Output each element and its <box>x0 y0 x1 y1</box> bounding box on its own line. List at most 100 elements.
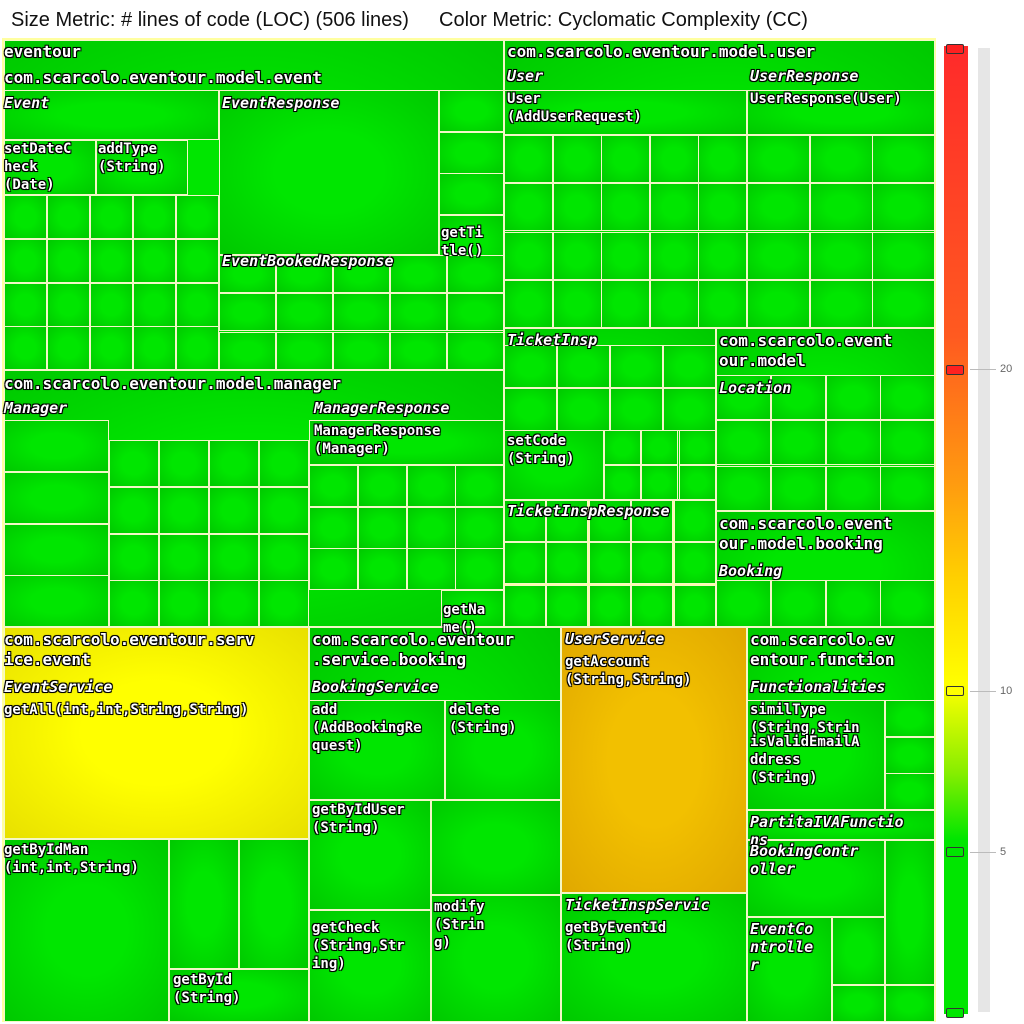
method-cell-eventbooked[interactable] <box>333 332 390 370</box>
method-cell-event[interactable] <box>176 283 219 327</box>
method-cell-event[interactable] <box>4 239 47 283</box>
method-cell-user[interactable] <box>601 135 650 183</box>
method-cell-addtype[interactable] <box>96 140 188 195</box>
method-cell-ticketinsp-response[interactable] <box>631 585 673 627</box>
method-cell-eventcontroller[interactable] <box>832 917 885 985</box>
method-cell-manager[interactable] <box>109 534 159 581</box>
treemap[interactable]: eventour com.scarcolo.eventour.model.even… <box>2 38 936 1022</box>
min-slider-handle[interactable] <box>946 1008 964 1018</box>
method-cell-user[interactable] <box>601 280 650 328</box>
method-cell-ticketinsp-response[interactable] <box>674 585 716 627</box>
method-cell-delete[interactable] <box>445 700 561 800</box>
method-cell-ticketinsp-response[interactable] <box>546 585 588 627</box>
method-cell-manager[interactable] <box>259 440 309 487</box>
method-cell-event[interactable] <box>47 283 90 327</box>
method-cell-managerresponse[interactable] <box>358 507 407 549</box>
method-cell-manager[interactable] <box>4 575 109 627</box>
method-cell-ticketinsp-response[interactable] <box>589 500 631 542</box>
method-cell-user[interactable] <box>698 135 747 183</box>
method-cell-managerresponse[interactable] <box>309 548 358 590</box>
method-cell-ticketinsp-response[interactable] <box>546 542 588 584</box>
method-cell-ticketinsp[interactable] <box>604 430 641 465</box>
method-cell-user[interactable] <box>504 232 553 280</box>
class-bookingcontroller-cell[interactable] <box>747 840 885 917</box>
method-cell-userresponse[interactable] <box>810 232 873 280</box>
method-cell-event[interactable] <box>47 326 90 370</box>
method-cell-userresponse[interactable] <box>810 135 873 183</box>
method-cell-manager[interactable] <box>159 534 209 581</box>
method-cell-eventbooked[interactable] <box>390 293 447 331</box>
method-cell-location[interactable] <box>771 466 826 511</box>
method-cell-user[interactable] <box>504 280 553 328</box>
method-cell-event[interactable] <box>176 326 219 370</box>
method-cell-eventresponse[interactable] <box>439 90 504 132</box>
method-cell-booking[interactable] <box>826 580 881 627</box>
method-cell-eventbooked[interactable] <box>276 332 333 370</box>
method-cell-managerresponse[interactable] <box>407 507 456 549</box>
method-cell-ticketinsp[interactable] <box>504 345 557 388</box>
method-cell-manager[interactable] <box>4 420 109 472</box>
method-cell-eventbooked[interactable] <box>390 332 447 370</box>
method-cell-eventbooked[interactable] <box>447 293 504 331</box>
method-cell-eventcontroller[interactable] <box>832 985 885 1022</box>
method-cell-user-ctor[interactable] <box>504 90 747 135</box>
method-cell-user[interactable] <box>650 280 699 328</box>
method-cell-userresponse[interactable] <box>810 280 873 328</box>
method-cell-location[interactable] <box>716 466 771 511</box>
method-cell-modify[interactable] <box>431 895 561 1022</box>
method-cell-manager[interactable] <box>259 534 309 581</box>
method-cell-getbyeventid[interactable] <box>561 893 747 1022</box>
method-cell-event[interactable] <box>4 195 47 239</box>
threshold-20-handle[interactable] <box>946 365 964 375</box>
class-eventcontroller-cell[interactable] <box>747 917 832 1022</box>
method-cell-getbyiduser[interactable] <box>309 800 431 910</box>
method-cell-userresponse[interactable] <box>872 183 935 231</box>
method-cell-ticketinsp[interactable] <box>557 345 610 388</box>
method-cell-location[interactable] <box>880 375 935 420</box>
method-cell-managerresponse[interactable] <box>455 465 504 507</box>
method-cell-event[interactable] <box>90 283 133 327</box>
method-cell-user[interactable] <box>553 280 602 328</box>
method-cell-getcheck[interactable] <box>309 910 431 1022</box>
method-cell-eventbooked[interactable] <box>447 255 504 293</box>
method-cell-similtype[interactable] <box>747 700 885 810</box>
method-cell-manager[interactable] <box>159 580 209 627</box>
method-cell-eventservice[interactable] <box>169 839 239 969</box>
class-partitaiva-cell[interactable] <box>747 810 935 840</box>
method-cell-event[interactable] <box>133 326 176 370</box>
method-cell-user[interactable] <box>650 232 699 280</box>
method-cell-event[interactable] <box>90 326 133 370</box>
method-cell-location[interactable] <box>771 420 826 465</box>
method-cell-ticketinsp-response[interactable] <box>674 500 716 542</box>
method-cell-manager[interactable] <box>4 524 109 576</box>
method-cell-eventresponse[interactable] <box>439 173 504 215</box>
method-cell-location[interactable] <box>826 420 881 465</box>
method-cell-manager[interactable] <box>109 580 159 627</box>
method-cell-location[interactable] <box>716 420 771 465</box>
method-cell-location[interactable] <box>880 466 935 511</box>
method-cell-userresponse[interactable] <box>747 135 810 183</box>
method-cell-functionalities[interactable] <box>885 773 935 810</box>
method-cell-eventbooked[interactable] <box>219 332 276 370</box>
method-cell-ticketinsp-response[interactable] <box>589 585 631 627</box>
method-cell-setcode[interactable] <box>504 430 604 500</box>
method-cell-managerresponse-ctor[interactable] <box>309 420 504 465</box>
method-cell-managerresponse[interactable] <box>407 548 456 590</box>
method-cell-ticketinsp[interactable] <box>679 430 716 465</box>
method-cell-manager[interactable] <box>259 580 309 627</box>
method-cell-event[interactable] <box>176 239 219 283</box>
method-cell-event[interactable] <box>90 239 133 283</box>
method-cell-event[interactable] <box>4 283 47 327</box>
method-cell-user[interactable] <box>553 135 602 183</box>
method-cell-event[interactable] <box>47 195 90 239</box>
method-cell-ticketinsp[interactable] <box>663 345 716 388</box>
method-cell-getbyidman[interactable] <box>4 839 169 1022</box>
method-cell-ticketinsp[interactable] <box>604 465 641 500</box>
method-cell-getbyid[interactable] <box>169 969 309 1022</box>
method-cell-manager[interactable] <box>209 440 259 487</box>
method-cell-event[interactable] <box>176 195 219 239</box>
method-cell-ticketinsp-response[interactable] <box>631 500 673 542</box>
method-cell-user[interactable] <box>553 183 602 231</box>
method-cell-user[interactable] <box>698 232 747 280</box>
method-cell-userresponse-ctor[interactable] <box>747 90 935 135</box>
